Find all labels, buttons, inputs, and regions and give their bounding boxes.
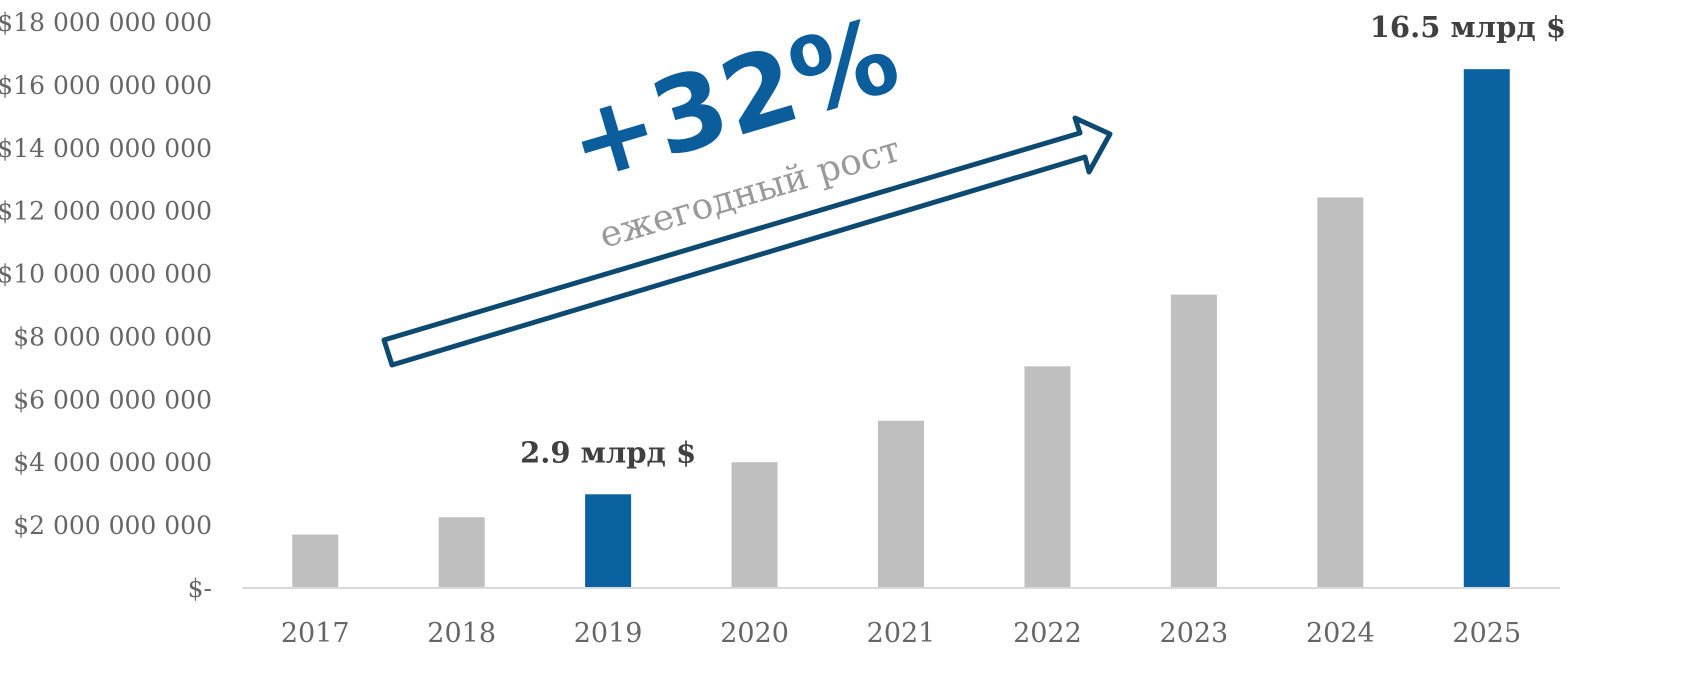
x-tick-label: 2019 bbox=[574, 618, 643, 649]
bar-2025 bbox=[1463, 69, 1510, 588]
y-tick-label: $6 000 000 000 bbox=[13, 385, 212, 414]
y-tick-label: $8 000 000 000 bbox=[13, 322, 212, 351]
y-tick-label: $18 000 000 000 bbox=[0, 8, 212, 37]
x-tick-label: 2024 bbox=[1306, 618, 1375, 649]
x-axis: 2017 2018 2019 2020 2021 2022 2023 2024 2025 bbox=[281, 618, 1521, 649]
x-tick-label: 2023 bbox=[1160, 618, 1229, 649]
y-tick-label: $14 000 000 000 bbox=[0, 134, 212, 163]
data-label-2025: 16.5 млрд $ bbox=[1370, 10, 1566, 44]
y-tick-label: $16 000 000 000 bbox=[0, 71, 212, 100]
x-tick-label: 2018 bbox=[427, 618, 496, 649]
growth-arrow bbox=[381, 115, 1113, 368]
bar-2017 bbox=[292, 534, 339, 588]
x-tick-label: 2017 bbox=[281, 618, 350, 649]
x-tick-label: 2025 bbox=[1452, 618, 1521, 649]
bar-2018 bbox=[438, 517, 485, 588]
data-label-2019: 2.9 млрд $ bbox=[520, 435, 696, 469]
bars bbox=[292, 69, 1510, 588]
bar-2021 bbox=[878, 420, 924, 588]
x-tick-label: 2020 bbox=[720, 618, 789, 649]
bar-2024 bbox=[1317, 197, 1364, 588]
bar-2020 bbox=[731, 462, 778, 588]
data-labels: 2.9 млрд $ 16.5 млрд $ bbox=[520, 10, 1566, 469]
y-axis: $- $2 000 000 000 $4 000 000 000 $6 000 000… bbox=[0, 8, 212, 603]
y-tick-label: $- bbox=[188, 574, 212, 603]
bar-2022 bbox=[1024, 366, 1071, 588]
y-tick-label: $12 000 000 000 bbox=[0, 197, 212, 226]
x-tick-label: 2022 bbox=[1013, 618, 1082, 649]
bar-2023 bbox=[1170, 294, 1217, 588]
bar-2019 bbox=[585, 494, 632, 588]
y-tick-label: $4 000 000 000 bbox=[13, 448, 212, 477]
y-tick-label: $2 000 000 000 bbox=[13, 511, 212, 540]
y-tick-label: $10 000 000 000 bbox=[0, 260, 212, 289]
x-tick-label: 2021 bbox=[867, 618, 936, 649]
